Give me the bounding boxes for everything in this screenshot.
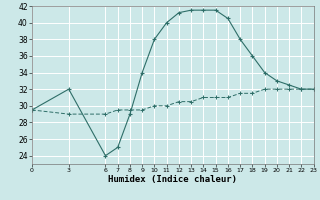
X-axis label: Humidex (Indice chaleur): Humidex (Indice chaleur) — [108, 175, 237, 184]
